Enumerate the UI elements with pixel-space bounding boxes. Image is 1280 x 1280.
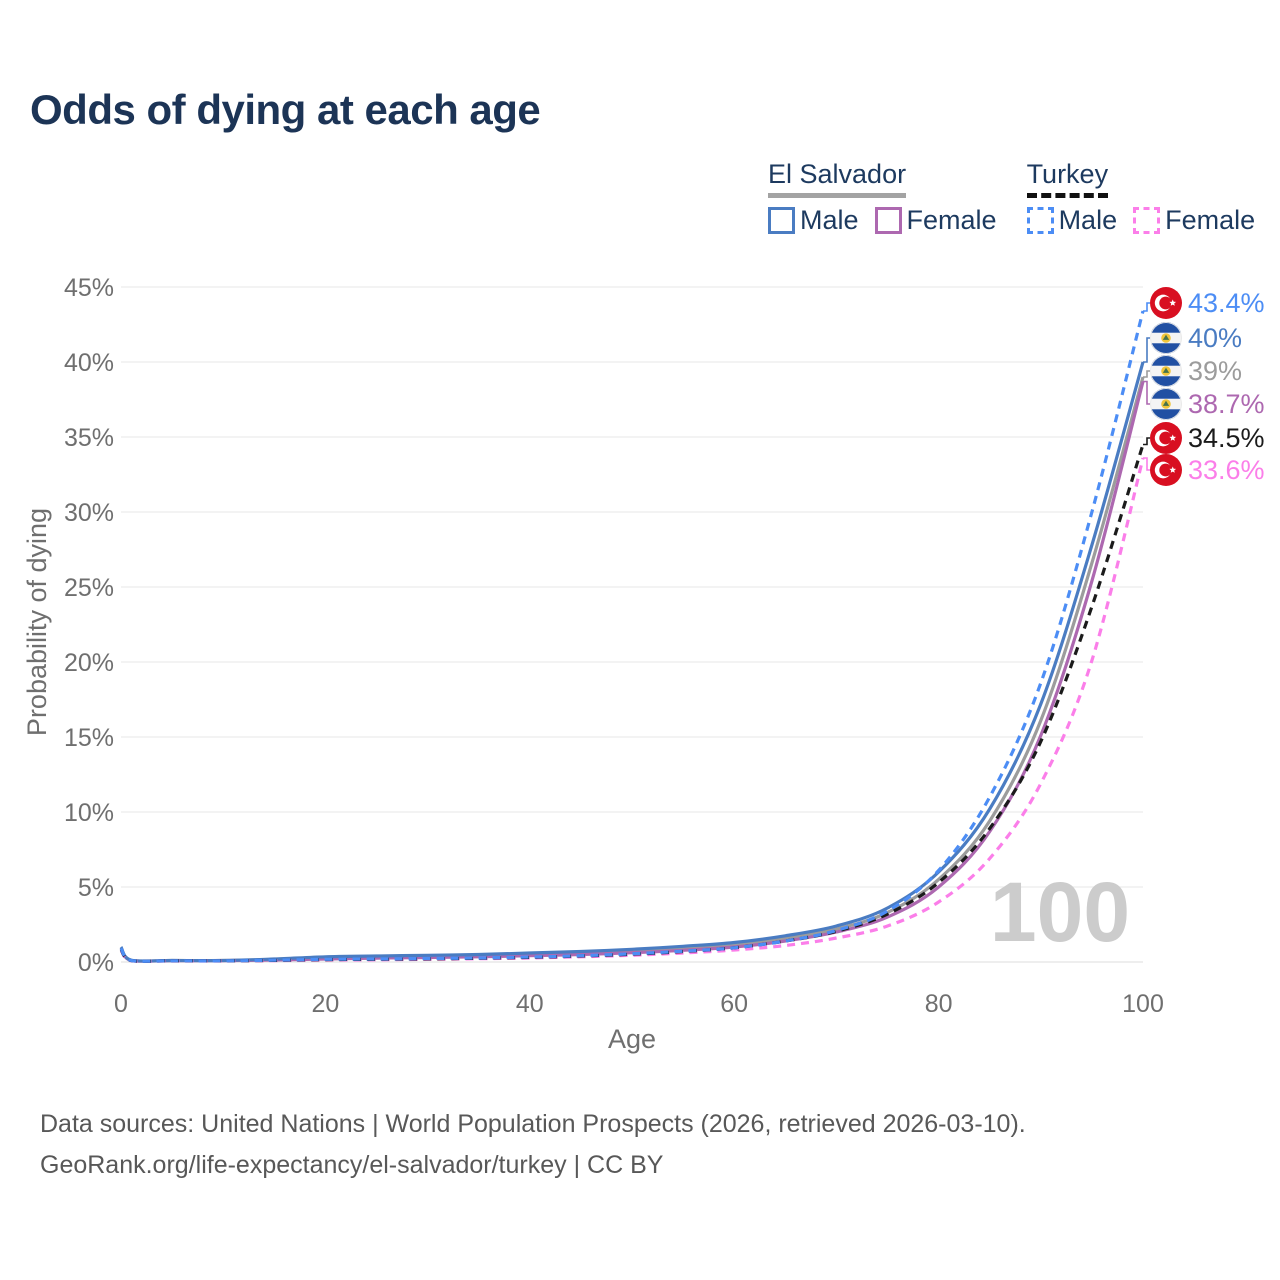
legend-item-el-salvador-male: Male xyxy=(768,205,859,236)
svg-text:45%: 45% xyxy=(64,274,114,302)
svg-text:40%: 40% xyxy=(64,349,114,377)
series-lines xyxy=(119,310,1145,963)
svg-text:20%: 20% xyxy=(64,649,114,677)
age-watermark: 100 xyxy=(990,865,1130,959)
y-axis-title: Probability of dying xyxy=(22,508,52,736)
source-line-2: GeoRank.org/life-expectancy/el-salvador/… xyxy=(40,1151,664,1179)
svg-text:0: 0 xyxy=(114,990,128,1018)
turkey-flag-icon xyxy=(1150,287,1182,319)
end-label-value: 43.4% xyxy=(1188,288,1265,318)
x-axis-labels: 0 20 40 60 80 100 xyxy=(114,990,1164,1018)
legend-item-turkey-female: Female xyxy=(1133,205,1255,236)
svg-text:25%: 25% xyxy=(64,574,114,602)
turkey-female-swatch-icon xyxy=(1133,207,1161,234)
legend-label: Female xyxy=(906,205,997,235)
el-salvador-flag-icon xyxy=(1150,388,1182,420)
end-label-value: 40% xyxy=(1188,323,1242,353)
end-label-value: 33.6% xyxy=(1188,455,1265,485)
turkey-male-swatch-icon xyxy=(1026,207,1054,234)
svg-text:35%: 35% xyxy=(64,424,114,452)
end-label-tr_both: 34.5% xyxy=(1150,422,1265,454)
svg-text:100: 100 xyxy=(1122,990,1164,1018)
legend-label: Male xyxy=(1058,205,1118,235)
label-connector-es_male xyxy=(1143,337,1150,363)
svg-text:80: 80 xyxy=(925,990,953,1018)
legend-label: Female xyxy=(1165,205,1256,235)
end-label-es_female: 38.7% xyxy=(1150,388,1265,420)
y-axis-labels: 0% 5% 10% 15% 20% 25% 30% 35% 40% 45% xyxy=(64,274,114,977)
svg-text:10%: 10% xyxy=(64,799,114,827)
source-attribution: Data sources: United Nations | World Pop… xyxy=(40,1104,1026,1186)
legend: El Salvador Male Female Turkey Male xyxy=(768,159,1255,236)
label-connector-tr_male xyxy=(1143,302,1150,312)
legend-label: Male xyxy=(800,205,859,235)
source-line-1: Data sources: United Nations | World Pop… xyxy=(40,1110,1026,1138)
svg-text:30%: 30% xyxy=(64,499,114,527)
svg-text:5%: 5% xyxy=(78,874,114,902)
legend-item-el-salvador-female: Female xyxy=(874,205,997,236)
el-salvador-male-swatch-icon xyxy=(768,207,795,234)
legend-items-el-salvador: Male Female xyxy=(768,205,997,236)
end-label-es_male: 40% xyxy=(1150,322,1242,354)
page-title: Odds of dying at each age xyxy=(30,86,541,133)
end-label-tr_female: 33.6% xyxy=(1150,454,1265,486)
end-label-es_both: 39% xyxy=(1150,355,1242,387)
el-salvador-female-swatch-icon xyxy=(874,207,902,234)
svg-text:0%: 0% xyxy=(78,949,114,977)
legend-group-turkey: Turkey Male Female xyxy=(1026,159,1255,236)
end-label-value: 34.5% xyxy=(1188,423,1265,453)
svg-text:20: 20 xyxy=(311,990,339,1018)
svg-text:60: 60 xyxy=(720,990,748,1018)
el-salvador-flag-icon xyxy=(1150,355,1182,387)
label-connector-es_female xyxy=(1143,380,1150,405)
legend-item-turkey-male: Male xyxy=(1026,205,1118,236)
label-connector-es_both xyxy=(1143,370,1150,378)
end-label-value: 38.7% xyxy=(1188,389,1265,419)
svg-text:40: 40 xyxy=(516,990,544,1018)
turkey-flag-icon xyxy=(1150,422,1182,454)
legend-country-turkey: Turkey xyxy=(1026,159,1109,198)
end-labels: 43.4% 40%39%38.7% 34.5%33.6% xyxy=(1143,287,1265,486)
series-line-tr_both xyxy=(119,444,1145,963)
series-line-tr_male xyxy=(119,310,1145,963)
label-connector-tr_both xyxy=(1143,437,1150,446)
end-label-tr_male: 43.4% xyxy=(1150,287,1265,319)
svg-text:15%: 15% xyxy=(64,724,114,752)
el-salvador-flag-icon xyxy=(1150,322,1182,354)
legend-group-el-salvador: El Salvador Male Female xyxy=(768,159,997,236)
x-axis-title: Age xyxy=(608,1024,656,1054)
end-label-value: 39% xyxy=(1188,356,1242,386)
label-connector-tr_female xyxy=(1143,457,1150,471)
turkey-flag-icon xyxy=(1150,454,1182,486)
legend-country-el-salvador: El Salvador xyxy=(768,159,907,198)
series-line-es_male xyxy=(119,361,1145,963)
legend-items-turkey: Male Female xyxy=(1026,205,1255,236)
